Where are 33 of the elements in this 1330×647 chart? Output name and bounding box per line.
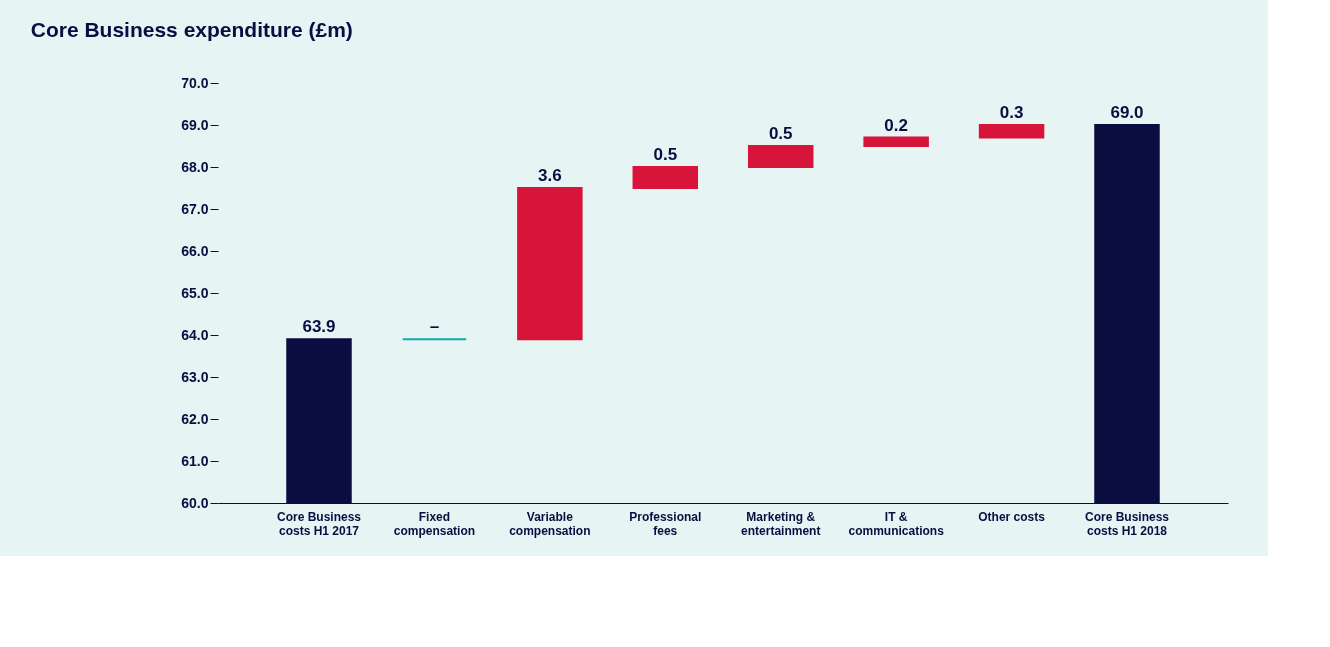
- y-tick-label: 65.0: [181, 284, 209, 301]
- y-tick-label: 70.0: [181, 74, 209, 91]
- data-label: –: [429, 317, 440, 337]
- y-tick-label: 66.0: [181, 242, 209, 259]
- bar: [747, 145, 814, 168]
- data-label: 63.9: [302, 317, 336, 337]
- y-tick-label: 63.0: [181, 368, 209, 385]
- x-tick-label: Marketing & entertainment: [741, 509, 821, 538]
- y-tick-label: 68.0: [181, 158, 209, 175]
- bar: [632, 166, 699, 189]
- data-label: 0.3: [999, 103, 1024, 122]
- x-tick-label: Professional fees: [629, 509, 702, 538]
- y-tick-label: 60.0: [181, 494, 209, 511]
- x-tick-label: IT & communications: [848, 509, 945, 538]
- y-tick-label: 69.0: [181, 116, 209, 133]
- data-label: 0.2: [884, 115, 908, 135]
- x-tick-label: Other costs: [978, 509, 1046, 524]
- bar: [978, 124, 1045, 139]
- bar: [863, 136, 929, 147]
- x-tick-label: Fixed compensation: [393, 509, 476, 538]
- y-tick-label: 64.0: [181, 326, 209, 343]
- x-tick-label: Core Business costs H1 2017: [276, 509, 362, 538]
- x-tick-label: Core Business costs H1 2018: [1084, 509, 1170, 538]
- data-label: 0.5: [653, 145, 678, 164]
- data-label: 3.6: [538, 166, 562, 185]
- data-label: 0.5: [768, 124, 793, 143]
- y-tick-label: 61.0: [181, 452, 209, 469]
- y-tick-label: 67.0: [181, 200, 209, 217]
- data-label: 69.0: [1110, 103, 1144, 122]
- bar: [517, 187, 583, 341]
- chart-title: Core Business expenditure (£m): [30, 18, 353, 41]
- x-tick-label: Variable compensation: [509, 509, 591, 538]
- y-tick-label: 62.0: [181, 410, 209, 427]
